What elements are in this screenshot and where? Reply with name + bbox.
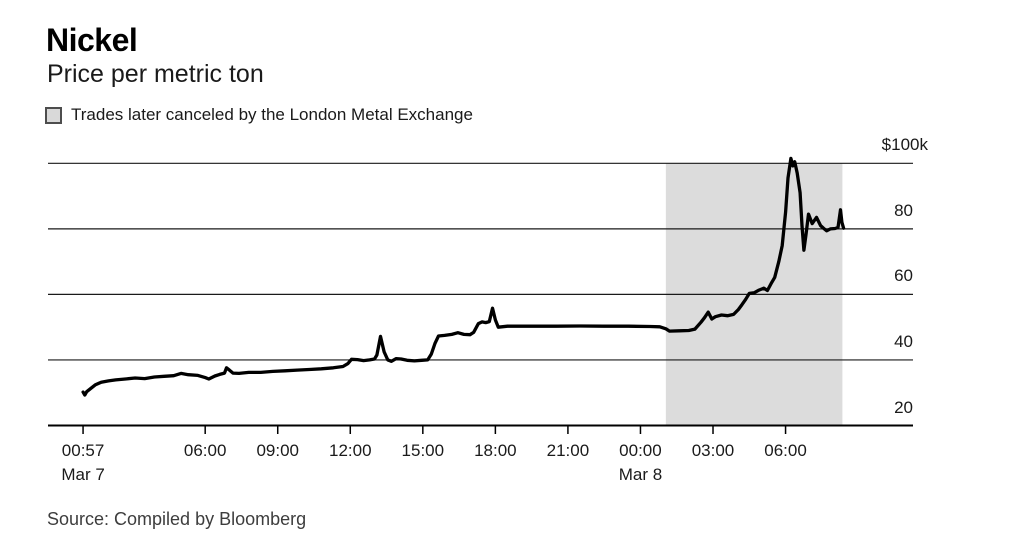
canceled-trades-swatch-icon (45, 106, 62, 124)
y-axis-label: 20 (894, 397, 913, 417)
chart-subtitle: Price per metric ton (47, 60, 264, 88)
source-attribution: Source: Compiled by Bloomberg (47, 509, 307, 529)
x-axis-tick-label: 21:00 (546, 441, 590, 460)
legend-label: Trades later canceled by the London Meta… (71, 105, 473, 124)
x-axis-tick-label: 18:00 (474, 441, 517, 460)
x-axis-date-label: Mar 7 (61, 465, 105, 484)
price-line (81, 156, 846, 397)
x-axis-tick-label: 00:00 (619, 441, 662, 460)
x-axis-tick-label: 15:00 (401, 441, 445, 460)
x-axis-tick-label: 06:00 (183, 441, 227, 460)
legend: Trades later canceled by the London Meta… (45, 105, 473, 125)
x-axis-tick-label: 09:00 (256, 441, 299, 460)
x-axis-tick-label: 12:00 (328, 441, 372, 460)
chart-title: Nickel (46, 22, 138, 58)
x-axis-tick-label: 03:00 (691, 441, 735, 460)
x-axis-tick-label: 00:57 (61, 441, 105, 460)
y-axis-label: 60 (894, 266, 913, 286)
y-axis-label: $100k (881, 135, 928, 155)
y-axis-label: 80 (894, 200, 913, 220)
y-axis-label: 40 (894, 331, 913, 351)
x-axis-date-label: Mar 8 (618, 465, 663, 484)
x-axis-tick-label: 06:00 (764, 441, 807, 460)
